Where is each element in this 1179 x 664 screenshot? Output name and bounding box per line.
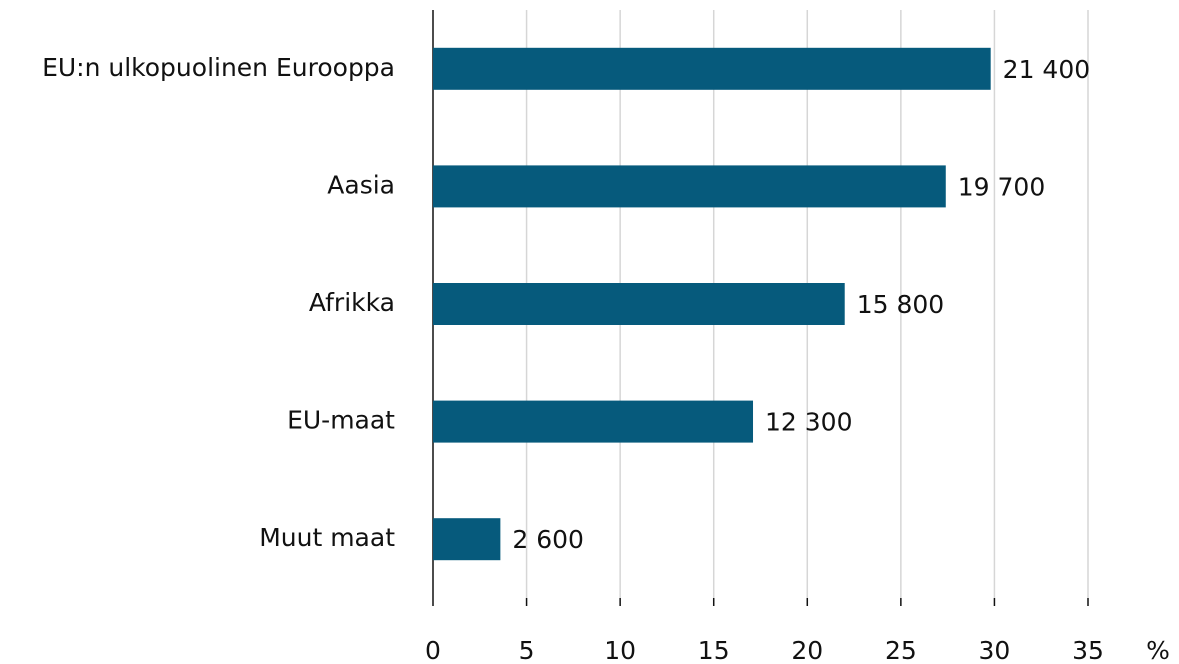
bar — [433, 165, 946, 208]
x-tick-label: 10 — [604, 636, 636, 664]
data-label: 15 800 — [857, 290, 944, 319]
category-label: Muut maat — [259, 523, 395, 552]
x-tick-label: 20 — [791, 636, 823, 664]
category-label: EU-maat — [287, 406, 395, 435]
x-tick-label: 25 — [885, 636, 917, 664]
category-label: EU:n ulkopuolinen Eurooppa — [42, 53, 395, 82]
bar — [433, 400, 754, 443]
category-label: Afrikka — [309, 288, 395, 317]
data-label: 21 400 — [1003, 55, 1090, 84]
x-tick-label: 30 — [979, 636, 1011, 664]
data-label: 12 300 — [765, 408, 852, 437]
bar — [433, 518, 501, 561]
category-label: Aasia — [327, 170, 395, 199]
x-tick-label: 0 — [425, 636, 441, 664]
x-tick-label: 35 — [1072, 636, 1104, 664]
bar — [433, 47, 991, 90]
data-label: 19 700 — [958, 172, 1045, 201]
x-tick-label: 5 — [519, 636, 535, 664]
data-label: 2 600 — [512, 525, 584, 554]
x-unit: % — [1146, 636, 1170, 664]
bar — [433, 283, 845, 325]
x-tick-label: 15 — [698, 636, 730, 664]
